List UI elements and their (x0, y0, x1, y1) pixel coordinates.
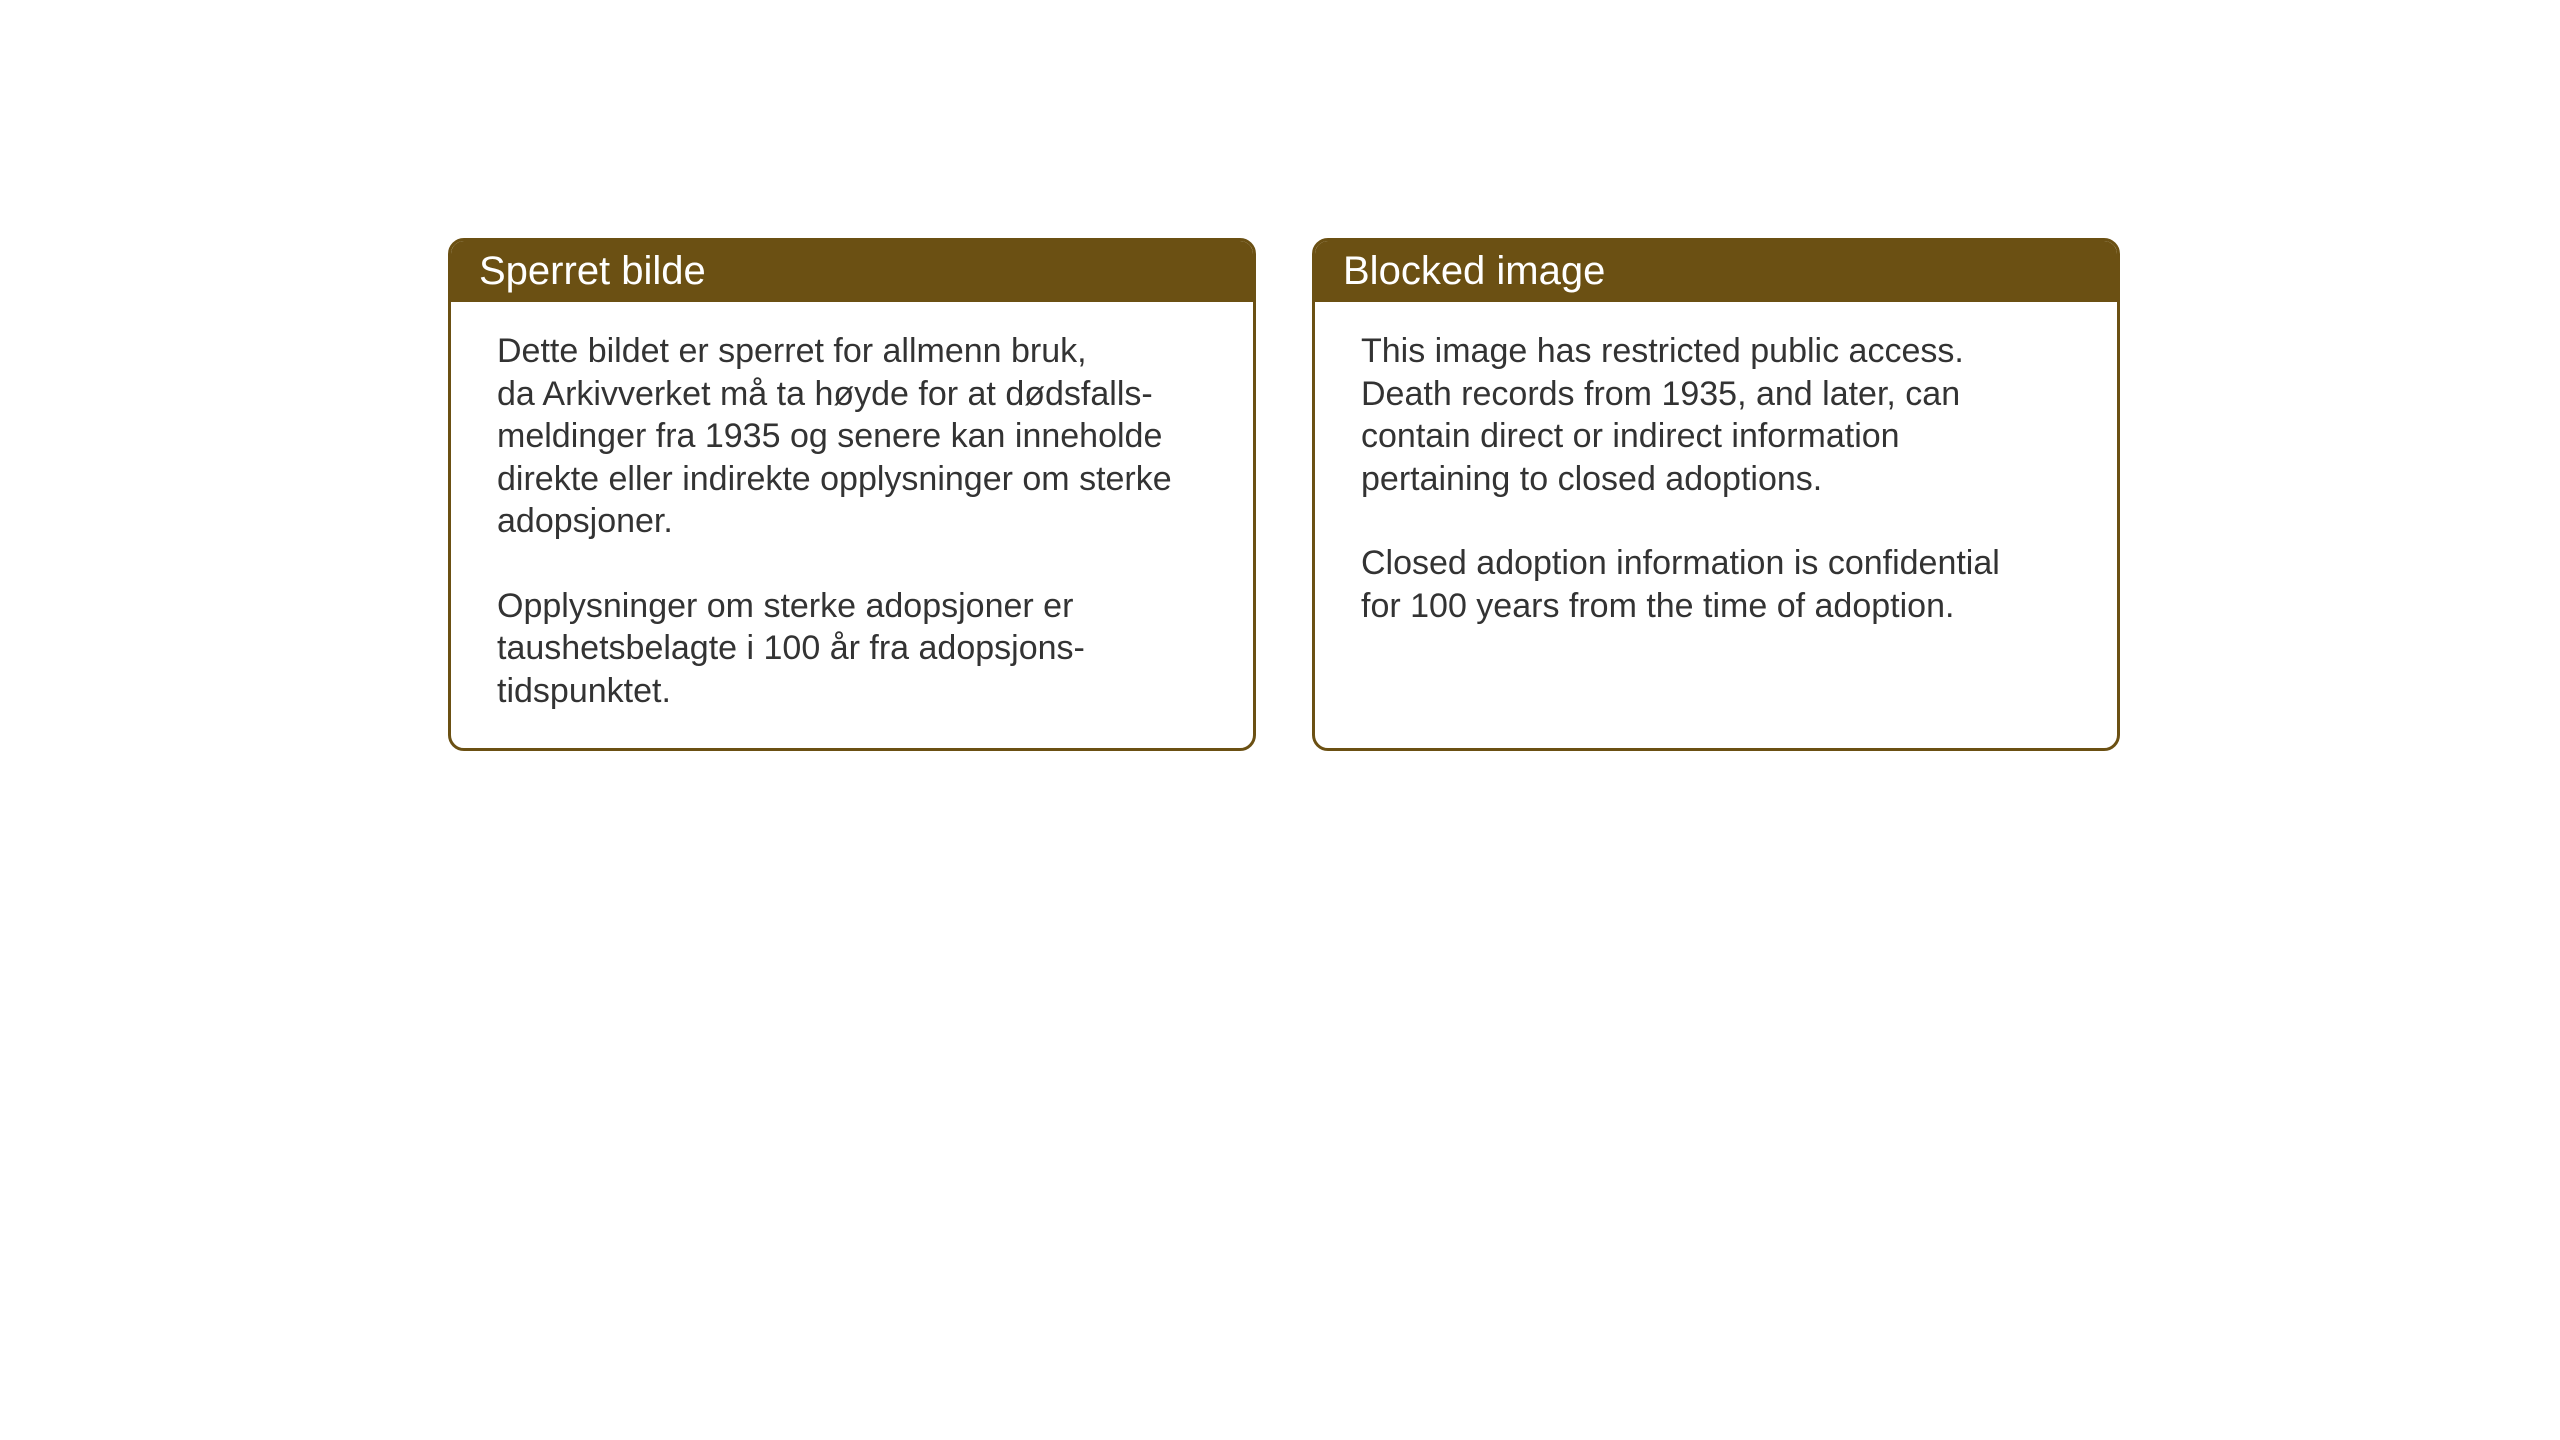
norwegian-para-1: Dette bildet er sperret for allmenn bruk… (497, 330, 1217, 543)
notice-cards-container: Sperret bilde Dette bildet er sperret fo… (448, 238, 2120, 751)
text-line: adopsjoner. (497, 502, 673, 540)
text-line: pertaining to closed adoptions. (1361, 460, 1822, 498)
text-line: direkte eller indirekte opplysninger om … (497, 460, 1172, 498)
norwegian-notice-card: Sperret bilde Dette bildet er sperret fo… (448, 238, 1256, 751)
text-line: Death records from 1935, and later, can (1361, 375, 1960, 413)
english-para-1: This image has restricted public access.… (1361, 330, 2081, 500)
text-line: da Arkivverket må ta høyde for at dødsfa… (497, 375, 1153, 413)
text-line: contain direct or indirect information (1361, 417, 1900, 455)
text-line: tidspunktet. (497, 672, 671, 710)
norwegian-card-title: Sperret bilde (451, 241, 1253, 302)
text-line: Opplysninger om sterke adopsjoner er (497, 587, 1073, 625)
english-notice-card: Blocked image This image has restricted … (1312, 238, 2120, 751)
norwegian-para-2: Opplysninger om sterke adopsjoner er tau… (497, 585, 1217, 713)
english-card-body: This image has restricted public access.… (1315, 302, 2117, 663)
text-line: Closed adoption information is confident… (1361, 544, 2000, 582)
text-line: Dette bildet er sperret for allmenn bruk… (497, 332, 1087, 370)
english-para-2: Closed adoption information is confident… (1361, 542, 2081, 627)
text-line: This image has restricted public access. (1361, 332, 1964, 370)
norwegian-card-body: Dette bildet er sperret for allmenn bruk… (451, 302, 1253, 748)
text-line: meldinger fra 1935 og senere kan innehol… (497, 417, 1162, 455)
text-line: taushetsbelagte i 100 år fra adopsjons- (497, 629, 1085, 667)
text-line: for 100 years from the time of adoption. (1361, 587, 1954, 625)
english-card-title: Blocked image (1315, 241, 2117, 302)
